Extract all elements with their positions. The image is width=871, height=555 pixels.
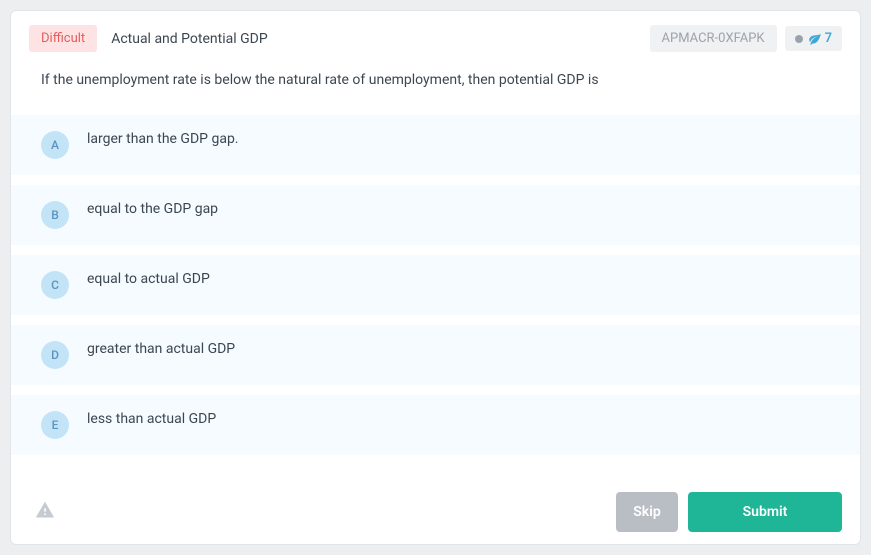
option-letter: B [41, 201, 69, 229]
card-header: Difficult Actual and Potential GDP APMAC… [11, 11, 860, 52]
leaf-icon [808, 32, 822, 46]
option-b[interactable]: B equal to the GDP gap [11, 185, 860, 245]
card-footer: Skip Submit [11, 484, 860, 544]
option-letter: C [41, 271, 69, 299]
points-value: 7 [825, 31, 832, 46]
status-dot-icon [795, 35, 803, 43]
difficulty-badge: Difficult [29, 25, 97, 52]
option-letter: A [41, 131, 69, 159]
warning-icon[interactable] [35, 500, 55, 524]
option-text: larger than the GDP gap. [87, 131, 239, 147]
option-d[interactable]: D greater than actual GDP [11, 325, 860, 385]
question-code-badge: APMACR-0XFAPK [650, 25, 777, 52]
question-text: If the unemployment rate is below the na… [11, 52, 860, 115]
points-badge: 7 [785, 26, 842, 51]
option-a[interactable]: A larger than the GDP gap. [11, 115, 860, 175]
question-card: Difficult Actual and Potential GDP APMAC… [10, 10, 861, 545]
topic-title: Actual and Potential GDP [111, 31, 649, 47]
option-text: less than actual GDP [87, 411, 216, 427]
options-list: A larger than the GDP gap. B equal to th… [11, 115, 860, 484]
skip-button[interactable]: Skip [616, 492, 678, 532]
option-text: equal to the GDP gap [87, 201, 218, 217]
option-letter: D [41, 341, 69, 369]
option-letter: E [41, 411, 69, 439]
option-e[interactable]: E less than actual GDP [11, 395, 860, 455]
submit-button[interactable]: Submit [688, 492, 842, 532]
option-c[interactable]: C equal to actual GDP [11, 255, 860, 315]
option-text: greater than actual GDP [87, 341, 235, 357]
option-text: equal to actual GDP [87, 271, 210, 287]
